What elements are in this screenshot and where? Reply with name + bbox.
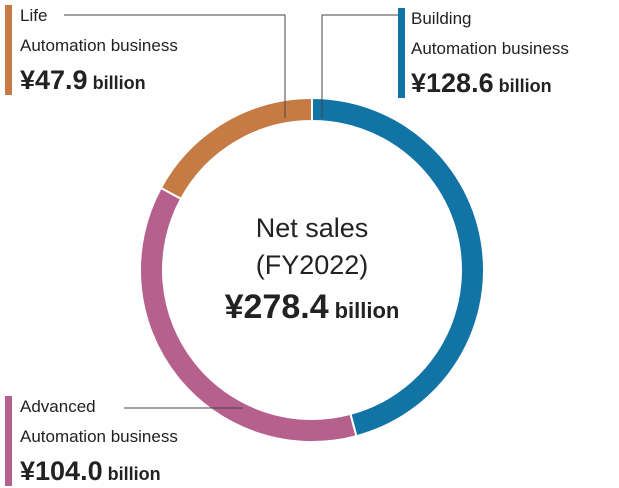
legend-bar: [5, 396, 12, 486]
total-label: ¥278.4: [225, 288, 329, 326]
donut-segment: [159, 96, 313, 201]
value-label: ¥104.0: [20, 456, 103, 486]
segment-name: Automation business: [411, 39, 569, 58]
value-unit: billion: [499, 76, 552, 96]
leader-line: [321, 14, 398, 118]
value-label: ¥47.9: [20, 65, 88, 95]
leader-line: [64, 14, 286, 118]
center-label: (FY2022): [256, 250, 369, 280]
segment-name: Life: [20, 6, 47, 25]
segment-name: Building: [411, 9, 472, 28]
segment-name: Advanced: [20, 397, 96, 416]
center-total: ¥278.4 billion: [225, 288, 400, 326]
value-label: ¥128.6: [411, 68, 494, 98]
segment-value: ¥47.9 billion: [20, 65, 146, 95]
segment-value: ¥128.6 billion: [411, 68, 552, 98]
total-unit: billion: [335, 298, 400, 323]
segment-name: Automation business: [20, 36, 178, 55]
segment-name: Automation business: [20, 427, 178, 446]
segment-value: ¥104.0 billion: [20, 456, 161, 486]
value-unit: billion: [108, 464, 161, 484]
value-unit: billion: [93, 73, 146, 93]
center-label: Net sales: [256, 213, 369, 243]
legend-bar: [5, 5, 12, 95]
legend-bar: [398, 8, 405, 98]
